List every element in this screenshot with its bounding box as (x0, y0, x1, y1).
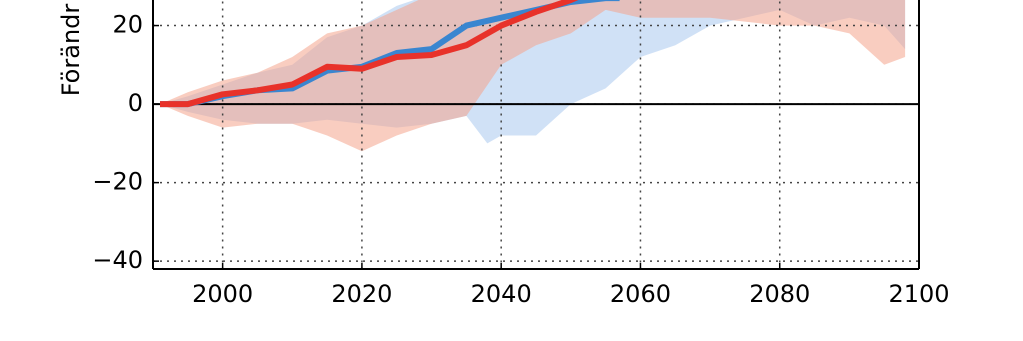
x-tick-label: 2000 (192, 280, 253, 308)
x-tick-label: 2040 (471, 280, 532, 308)
plot-area (153, 0, 919, 269)
y-tick-label: −40 (92, 246, 143, 274)
x-tick-label: 2080 (749, 280, 810, 308)
x-tick-label: 2100 (888, 280, 949, 308)
x-tick-label: 2060 (610, 280, 671, 308)
y-tick-label: −20 (92, 168, 143, 196)
y-axis-label: Förändr (57, 4, 85, 97)
band (160, 0, 906, 152)
y-tick-label: 0 (128, 89, 143, 117)
x-tick-label: 2020 (331, 280, 392, 308)
y-tick-label: 20 (112, 11, 143, 39)
line (160, 0, 579, 108)
